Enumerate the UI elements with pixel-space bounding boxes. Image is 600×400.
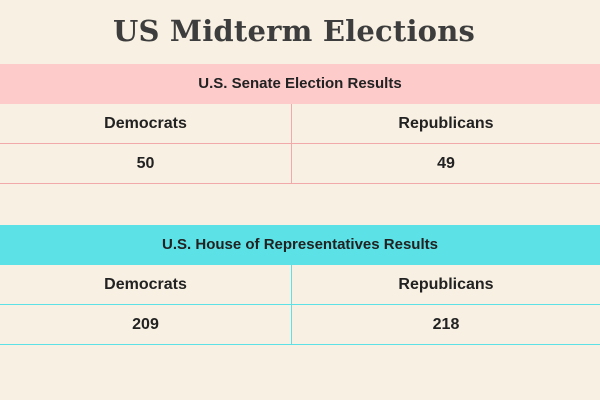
house-table-header: U.S. House of Representatives Results xyxy=(0,225,600,265)
house-democrats-header: Democrats xyxy=(104,276,187,293)
house-democrats-seats: 209 xyxy=(132,316,159,333)
senate-democrats-header: Democrats xyxy=(104,115,187,132)
house-republicans-seats: 218 xyxy=(291,305,600,344)
house-republicans-header: Republicans xyxy=(291,265,600,304)
senate-column-header-row: Democrats Republicans xyxy=(0,104,600,144)
house-column-header-row: Democrats Republicans xyxy=(0,265,600,305)
house-values-row: 209 218 xyxy=(0,305,600,345)
senate-values-row: 50 49 xyxy=(0,144,600,184)
senate-results-table: U.S. Senate Election Results Democrats R… xyxy=(0,64,600,184)
page-title: US Midterm Elections xyxy=(112,14,476,48)
house-results-table: U.S. House of Representatives Results De… xyxy=(0,225,600,345)
senate-republicans-header: Republicans xyxy=(291,104,600,143)
senate-republicans-seats: 49 xyxy=(291,144,600,183)
senate-democrats-seats: 50 xyxy=(136,155,155,172)
senate-table-header: U.S. Senate Election Results xyxy=(0,64,600,104)
